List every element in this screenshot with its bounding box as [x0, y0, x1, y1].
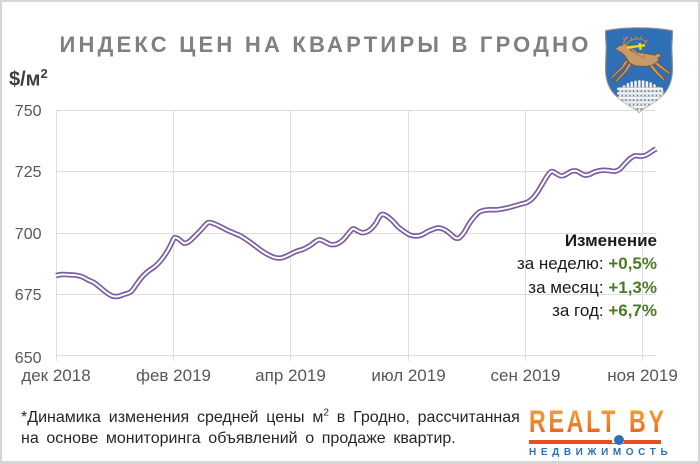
svg-text:675: 675 — [15, 287, 42, 304]
svg-text:750: 750 — [15, 103, 42, 120]
svg-text:ноя 2019: ноя 2019 — [607, 366, 678, 385]
svg-text:апр 2019: апр 2019 — [255, 366, 326, 385]
svg-text:дек 2018: дек 2018 — [21, 366, 90, 385]
svg-text:700: 700 — [15, 226, 42, 243]
svg-text:650: 650 — [15, 350, 42, 367]
svg-text:фев 2019: фев 2019 — [136, 366, 211, 385]
svg-text:сен 2019: сен 2019 — [491, 366, 561, 385]
svg-text:725: 725 — [15, 164, 42, 181]
svg-text:июл 2019: июл 2019 — [371, 366, 445, 385]
